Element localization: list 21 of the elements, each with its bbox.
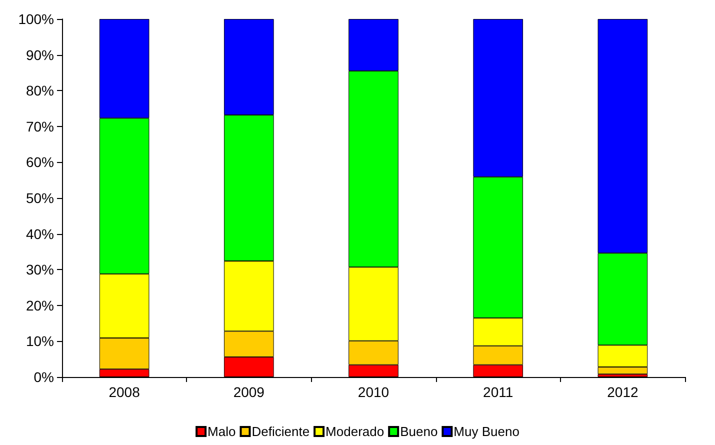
y-tick-label: 60% bbox=[26, 154, 54, 170]
y-tick-label: 0% bbox=[34, 369, 54, 385]
x-tick-label: 2011 bbox=[483, 384, 514, 400]
x-tick-label: 2010 bbox=[358, 384, 390, 400]
y-tick-label: 20% bbox=[26, 297, 54, 314]
legend-label: Muy Bueno bbox=[454, 424, 520, 439]
legend-label: Malo bbox=[208, 424, 236, 439]
x-tick-label: 2012 bbox=[607, 384, 638, 400]
y-tick-label: 40% bbox=[26, 226, 54, 242]
legend-label: Deficiente bbox=[252, 424, 310, 439]
y-tick-label: 70% bbox=[26, 118, 54, 134]
x-tick-label: 2008 bbox=[108, 384, 140, 400]
legend-label: Bueno bbox=[400, 424, 438, 439]
y-tick-label: 50% bbox=[26, 190, 54, 206]
y-tick-label: 10% bbox=[26, 333, 54, 350]
x-tick-label: 2009 bbox=[233, 384, 265, 400]
legend-label: Moderado bbox=[326, 424, 384, 439]
y-tick-label: 100% bbox=[18, 11, 54, 27]
y-tick-label: 90% bbox=[26, 46, 54, 63]
y-tick-label: 30% bbox=[26, 262, 54, 278]
y-tick-label: 80% bbox=[26, 82, 54, 99]
